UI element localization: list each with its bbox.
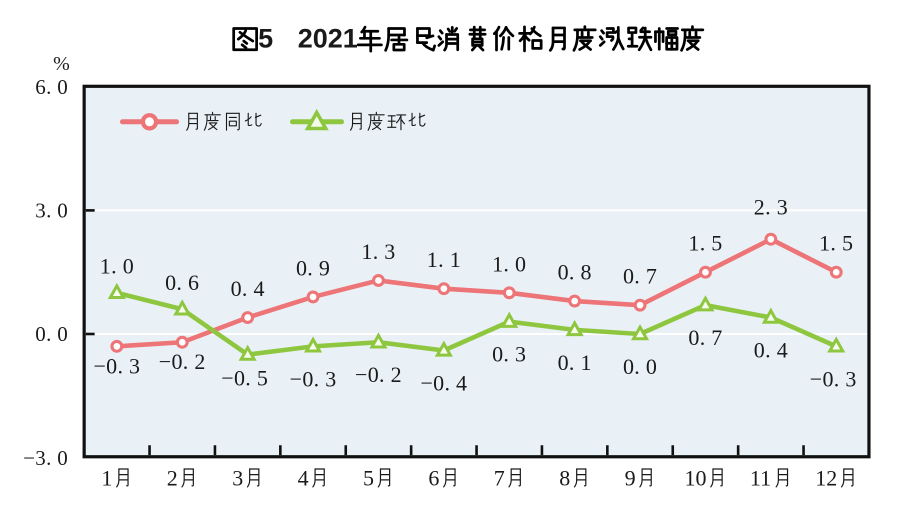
svg-text:3: 3 <box>232 466 243 491</box>
svg-text:0. 7: 0. 7 <box>688 325 722 350</box>
svg-text:1. 0: 1. 0 <box>492 251 526 276</box>
svg-text:1: 1 <box>101 466 112 491</box>
svg-text:1. 1: 1. 1 <box>427 247 461 272</box>
svg-text:5: 5 <box>363 466 374 491</box>
svg-text:%: % <box>53 53 70 75</box>
svg-text:2021: 2021 <box>298 24 358 54</box>
svg-text:0. 7: 0. 7 <box>623 264 657 289</box>
svg-text:0. 1: 0. 1 <box>558 350 592 375</box>
svg-text:1. 5: 1. 5 <box>688 231 722 256</box>
svg-text:4: 4 <box>298 466 309 491</box>
svg-text:5: 5 <box>258 24 273 54</box>
svg-text:1. 3: 1. 3 <box>361 239 395 264</box>
svg-text:0. 6: 0. 6 <box>165 270 199 295</box>
svg-text:3. 0: 3. 0 <box>35 199 68 223</box>
svg-text:8: 8 <box>559 466 570 491</box>
svg-text:0. 4: 0. 4 <box>754 338 788 363</box>
svg-text:−3. 0: −3. 0 <box>23 446 68 470</box>
svg-text:6: 6 <box>428 466 439 491</box>
svg-text:0. 8: 0. 8 <box>558 260 592 285</box>
svg-text:7: 7 <box>494 466 505 491</box>
svg-text:6. 0: 6. 0 <box>35 75 68 99</box>
svg-text:1. 5: 1. 5 <box>819 231 853 256</box>
svg-text:2. 3: 2. 3 <box>754 195 788 220</box>
svg-text:0. 3: 0. 3 <box>492 342 526 367</box>
svg-text:−0. 2: −0. 2 <box>159 349 206 374</box>
svg-text:−0. 4: −0. 4 <box>420 371 467 396</box>
svg-text:−0. 3: −0. 3 <box>810 366 857 391</box>
svg-text:−0. 3: −0. 3 <box>290 366 337 391</box>
svg-text:0. 0: 0. 0 <box>623 354 657 379</box>
svg-text:−0. 3: −0. 3 <box>93 353 140 378</box>
svg-text:−0. 5: −0. 5 <box>221 366 268 391</box>
svg-text:10: 10 <box>685 466 707 491</box>
svg-text:0. 4: 0. 4 <box>231 276 265 301</box>
svg-text:0. 0: 0. 0 <box>35 322 68 346</box>
svg-text:12: 12 <box>815 466 837 491</box>
svg-text:0. 9: 0. 9 <box>296 255 330 280</box>
svg-text:11: 11 <box>750 466 771 491</box>
svg-text:−0. 2: −0. 2 <box>355 362 402 387</box>
svg-text:9: 9 <box>625 466 636 491</box>
svg-text:1. 0: 1. 0 <box>100 253 134 278</box>
svg-text:2: 2 <box>167 466 178 491</box>
